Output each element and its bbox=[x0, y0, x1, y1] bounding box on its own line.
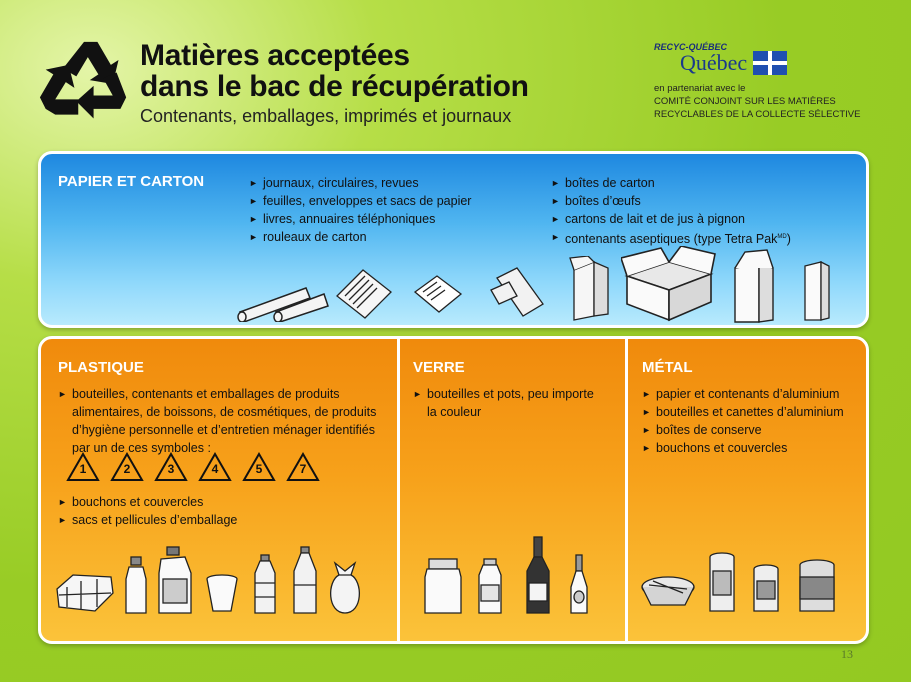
list-item: livres, annuaires téléphoniques bbox=[249, 210, 471, 228]
resin-number: 4 bbox=[211, 462, 219, 476]
list-item: bouteilles et pots, peu importe la coule… bbox=[413, 385, 603, 421]
quebec-flag-icon bbox=[753, 51, 788, 75]
plastic-bag-icon bbox=[330, 561, 360, 614]
resin-number: 5 bbox=[255, 462, 263, 476]
resin-number: 7 bbox=[299, 462, 307, 476]
paper-bag-icon bbox=[490, 267, 544, 317]
resin-number: 1 bbox=[79, 462, 87, 476]
glass-jar-icon bbox=[424, 558, 462, 614]
title-line-2: dans le bac de récupération bbox=[140, 70, 529, 103]
papier-carton-panel: PAPIER ET CARTON journaux, circulaires, … bbox=[38, 151, 869, 328]
verre-list: bouteilles et pots, peu importe la coule… bbox=[413, 385, 603, 421]
list-item: bouchons et couvercles bbox=[642, 439, 866, 457]
tall-can-icon bbox=[709, 552, 735, 612]
tetra-pak-icon bbox=[804, 260, 830, 321]
papier-list-1: journaux, circulaires, revues feuilles, … bbox=[249, 174, 471, 246]
recycling-logo-icon bbox=[39, 41, 127, 119]
recycling-symbol-icon: 1 bbox=[66, 451, 100, 484]
papier-list-2: boîtes de carton boîtes d’œufs cartons d… bbox=[551, 174, 791, 248]
tetra-pak-text: contenants aseptiques (type Tetra Pak bbox=[565, 232, 778, 247]
recycling-symbol-icon: 5 bbox=[242, 451, 276, 484]
tin-can-icon bbox=[799, 559, 835, 612]
list-item: boîtes d’œufs bbox=[551, 192, 791, 210]
plastique-title: PLASTIQUE bbox=[58, 359, 144, 376]
cardboard-box-icon bbox=[621, 246, 716, 322]
divider bbox=[625, 339, 628, 641]
metal-title: MÉTAL bbox=[642, 359, 693, 376]
partner-block: RECYC-QUÉBEC Québec en partenariat avec … bbox=[654, 42, 894, 121]
wine-bottle-icon bbox=[526, 536, 550, 614]
plastic-resin-symbols: 1 2 3 4 5 7 bbox=[66, 451, 320, 484]
list-item: bouteilles et canettes d’aluminium bbox=[642, 403, 866, 421]
quebec-wordmark: Québec bbox=[680, 50, 748, 75]
partner-line: COMITÉ CONJOINT SUR LES MATIÈRES bbox=[654, 96, 836, 107]
plastique-list: bouteilles, contenants et emballages de … bbox=[58, 385, 388, 457]
list-item: rouleaux de carton bbox=[249, 228, 471, 246]
soda-bottle-icon bbox=[293, 546, 317, 614]
page-subtitle: Contenants, emballages, imprimés et jour… bbox=[140, 106, 512, 126]
cardboard-rolls-icon bbox=[237, 287, 329, 322]
recycling-symbol-icon: 2 bbox=[110, 451, 144, 484]
oil-bottle-icon bbox=[570, 554, 588, 614]
detergent-bottle-icon bbox=[158, 546, 192, 614]
recycling-symbol-icon: 3 bbox=[154, 451, 188, 484]
list-item: bouchons et couvercles bbox=[58, 493, 388, 511]
recycling-symbol-icon: 4 bbox=[198, 451, 232, 484]
list-item: boîtes de conserve bbox=[642, 421, 866, 439]
papier-title: PAPIER ET CARTON bbox=[58, 173, 205, 190]
partner-line: RECYCLABLES DE LA COLLECTE SÉLECTIVE bbox=[654, 109, 861, 120]
aluminium-tray-icon bbox=[641, 576, 695, 606]
newspaper-icon bbox=[336, 269, 392, 319]
page-title: Matières acceptées dans le bac de récupé… bbox=[140, 40, 529, 102]
list-item: contenants aseptiques (type Tetra PakMD) bbox=[551, 228, 791, 248]
metal-list: papier et contenants d’aluminium bouteil… bbox=[642, 385, 866, 457]
title-line-1: Matières acceptées bbox=[140, 39, 410, 72]
milk-carton-icon bbox=[734, 249, 774, 323]
partner-line: en partenariat avec le bbox=[654, 83, 746, 94]
verre-title: VERRE bbox=[413, 359, 465, 376]
list-item: papier et contenants d’aluminium bbox=[642, 385, 866, 403]
recyc-quebec-brand: RECYC-QUÉBEC bbox=[654, 42, 728, 52]
list-item: bouteilles, contenants et emballages de … bbox=[58, 385, 388, 457]
recycling-symbol-icon: 7 bbox=[286, 451, 320, 484]
quebec-logo: Québec bbox=[680, 50, 894, 76]
list-item: journaux, circulaires, revues bbox=[249, 174, 471, 192]
header: Matières acceptées dans le bac de récupé… bbox=[0, 0, 911, 150]
glass-bottle-small-icon bbox=[478, 558, 502, 614]
water-bottle-icon bbox=[254, 554, 276, 614]
list-item: feuilles, enveloppes et sacs de papier bbox=[249, 192, 471, 210]
resin-number: 3 bbox=[167, 462, 175, 476]
soda-can-icon bbox=[753, 564, 779, 612]
divider bbox=[397, 339, 400, 641]
plastique-verre-metal-panel: PLASTIQUE bouteilles, contenants et emba… bbox=[38, 336, 869, 644]
resin-number: 2 bbox=[123, 462, 131, 476]
papers-icon bbox=[413, 275, 463, 313]
yogurt-cup-icon bbox=[206, 574, 238, 612]
clamshell-container-icon bbox=[56, 574, 114, 612]
list-item: sacs et pellicules d’emballage bbox=[58, 511, 388, 529]
close-paren: ) bbox=[786, 232, 791, 247]
plastic-bottle-icon bbox=[125, 556, 147, 614]
list-item: boîtes de carton bbox=[551, 174, 791, 192]
list-item: cartons de lait et de jus à pignon bbox=[551, 210, 791, 228]
md-mark: MD bbox=[777, 234, 787, 240]
egg-box-icon bbox=[569, 256, 609, 321]
plastique-list-2: bouchons et couvercles sacs et pellicule… bbox=[58, 493, 388, 529]
page-number: 13 bbox=[841, 647, 853, 661]
